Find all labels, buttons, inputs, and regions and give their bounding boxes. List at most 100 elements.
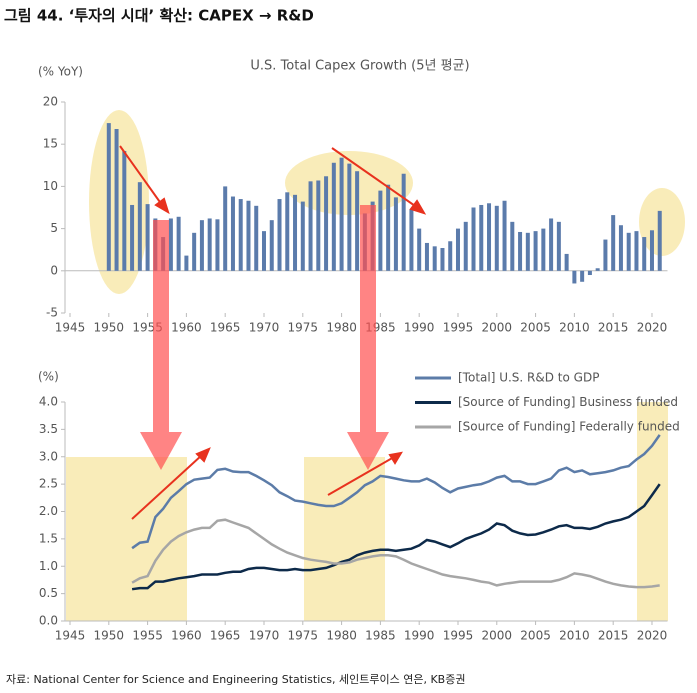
bar — [137, 182, 142, 271]
bar — [587, 270, 592, 276]
line — [131, 483, 661, 591]
x-tick-label: 2015 — [598, 629, 629, 643]
trend-arrow-head — [195, 447, 211, 463]
x-tick-label: 2010 — [559, 629, 590, 643]
trend-arrow-head — [388, 451, 403, 465]
bar — [463, 221, 468, 271]
y-tick-label: 15 — [43, 137, 58, 151]
bar — [261, 231, 266, 271]
x-tick-label: 1975 — [288, 629, 319, 643]
trend-arrow-head — [409, 199, 427, 215]
line — [131, 434, 661, 550]
bar — [611, 215, 616, 271]
x-tick-label: 2020 — [637, 321, 668, 335]
y-tick-label: -5 — [46, 306, 58, 320]
bar — [549, 218, 554, 271]
trend-arrow — [327, 456, 395, 496]
x-tick-label: 1950 — [94, 629, 125, 643]
bar — [494, 205, 499, 271]
bar — [634, 231, 639, 271]
bar — [424, 242, 429, 271]
bar — [580, 270, 585, 282]
x-tick-label: 2000 — [482, 629, 513, 643]
bar — [401, 173, 406, 271]
bar — [308, 181, 313, 271]
x-tick-label: 1955 — [132, 629, 163, 643]
bar — [440, 248, 445, 271]
bar — [130, 204, 135, 271]
bar — [106, 123, 111, 271]
y-tick-label: 0 — [50, 263, 58, 277]
x-tick-label: 1960 — [171, 629, 202, 643]
bar — [479, 204, 484, 271]
x-tick-label: 2010 — [559, 321, 590, 335]
y-tick-label: 20 — [43, 95, 58, 109]
y-tick-label: 10 — [43, 179, 58, 193]
x-tick-label: 1995 — [443, 321, 474, 335]
bar — [378, 190, 383, 271]
trend-arrow — [119, 145, 163, 206]
x-tick-label: 1975 — [288, 321, 319, 335]
bar — [269, 220, 274, 271]
x-tick-label: 1970 — [249, 321, 280, 335]
x-tick-label: 2005 — [520, 629, 551, 643]
x-tick-label: 2000 — [482, 321, 513, 335]
bar — [238, 199, 243, 271]
legend-label: [Source of Funding] Business funded — [458, 395, 678, 409]
bar — [192, 232, 197, 271]
x-tick-label: 1945 — [55, 629, 86, 643]
bar — [386, 184, 391, 271]
x-tick-label: 1990 — [404, 321, 435, 335]
highlight — [304, 457, 385, 621]
bar — [339, 157, 344, 271]
bar — [564, 253, 569, 271]
trend-arrow — [131, 454, 203, 520]
bar — [246, 200, 251, 271]
bar — [432, 246, 437, 271]
bar — [595, 268, 600, 271]
legend-label: [Total] U.S. R&D to GDP — [458, 371, 599, 385]
bar — [254, 205, 259, 271]
bar — [316, 180, 321, 271]
bar — [649, 230, 654, 271]
header: 그림 44. ‘투자의 시대’ 확산: CAPEX → R&D — [4, 7, 314, 25]
y-tick-label: 3.0 — [39, 449, 58, 463]
x-tick-label: 1980 — [326, 321, 357, 335]
y-axis-label: (% YoY) — [38, 65, 83, 79]
bar — [300, 201, 305, 271]
down-arrow — [140, 220, 182, 470]
x-tick-label: 1965 — [210, 629, 241, 643]
bar — [603, 239, 608, 271]
bar — [455, 228, 460, 271]
y-tick-label: 2.5 — [39, 477, 58, 491]
bar — [207, 218, 212, 271]
bar — [230, 196, 235, 271]
bar — [199, 220, 204, 271]
x-tick-label: 1960 — [171, 321, 202, 335]
bar — [347, 163, 352, 271]
bar — [223, 186, 228, 271]
y-tick-label: 0.0 — [39, 614, 58, 628]
bar — [184, 255, 189, 271]
x-tick-label: 1980 — [326, 629, 357, 643]
highlight — [66, 457, 187, 621]
bar — [114, 129, 119, 271]
bar — [502, 200, 507, 271]
bar — [215, 219, 220, 271]
legend-label: [Source of Funding] Federally funded — [458, 420, 680, 434]
x-tick-label: 1985 — [365, 629, 396, 643]
y-tick-label: 2.0 — [39, 504, 58, 518]
down-arrow — [347, 205, 389, 470]
bar — [572, 270, 577, 284]
x-tick-label: 1945 — [55, 321, 86, 335]
bar — [324, 176, 329, 271]
y-tick-label: 0.5 — [39, 586, 58, 600]
bar — [409, 209, 414, 271]
x-tick-label: 1950 — [94, 321, 125, 335]
bar — [122, 150, 127, 271]
arrows — [119, 145, 427, 520]
bar — [176, 216, 181, 271]
bar — [657, 210, 662, 271]
bar — [518, 231, 523, 271]
